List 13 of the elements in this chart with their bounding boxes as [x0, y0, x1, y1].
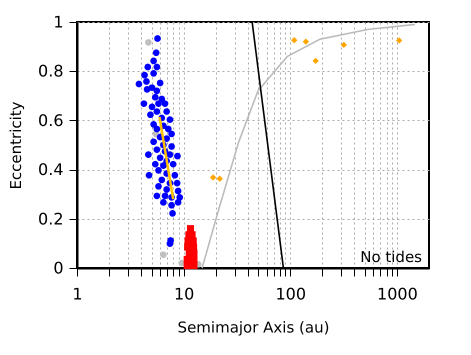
y-tick-label: 0.8 [38, 62, 64, 81]
y-tick-label: 0.2 [38, 209, 64, 228]
x-tick-label: 100 [275, 284, 306, 304]
x-tick-label: 1000 [377, 284, 418, 304]
y-tick-label: 0 [53, 258, 64, 278]
y-tick-label: 0.6 [38, 110, 64, 130]
x-tick-label: 10 [174, 284, 194, 304]
y-tick-label: 0.4 [38, 160, 64, 180]
y-axis-title: Eccentricity [7, 101, 26, 190]
x-tick-label: 1 [72, 284, 83, 304]
x-axis-title: Semimajor Axis (au) [178, 318, 330, 336]
annotation: No tides [360, 248, 422, 266]
y-tick-label: 1 [53, 12, 64, 32]
